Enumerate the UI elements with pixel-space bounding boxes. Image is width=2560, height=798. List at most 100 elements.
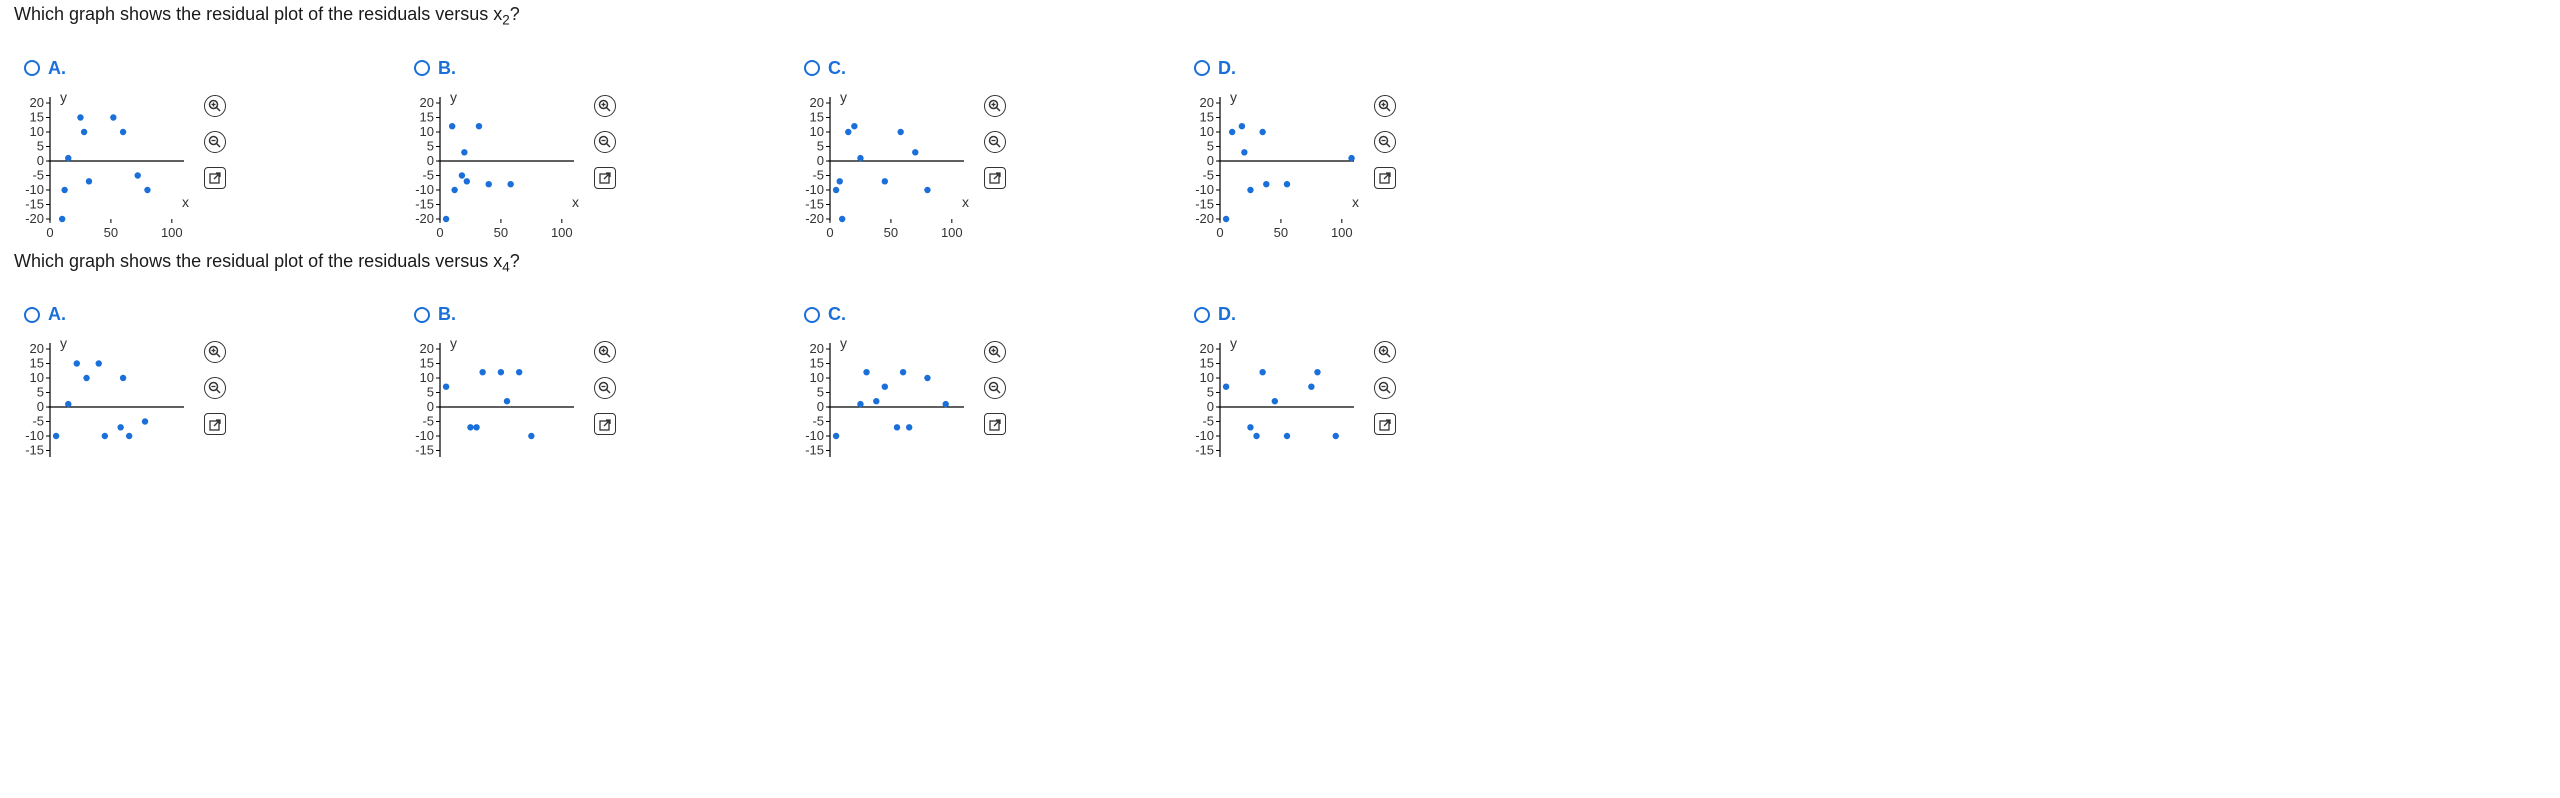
question-block: Which graph shows the residual plot of t… xyxy=(0,0,2560,247)
svg-text:5: 5 xyxy=(1207,385,1214,400)
x-axis-label: x xyxy=(572,194,579,210)
option-label: D. xyxy=(1218,304,1236,325)
open-new-icon[interactable] xyxy=(984,413,1006,435)
svg-text:-15: -15 xyxy=(25,443,44,458)
open-new-icon[interactable] xyxy=(594,413,616,435)
chart-tools xyxy=(594,91,616,189)
option-label: C. xyxy=(828,58,846,79)
zoom-out-icon[interactable] xyxy=(984,377,1006,399)
radio-input[interactable] xyxy=(24,307,40,323)
question-block: Which graph shows the residual plot of t… xyxy=(0,247,2560,458)
chart-container: yx-20-15-10-505101520050100 xyxy=(404,91,584,247)
radio-input[interactable] xyxy=(1194,307,1210,323)
chart-container: y-15-10-505101520 xyxy=(794,337,974,457)
svg-text:15: 15 xyxy=(30,109,44,124)
option-label: A. xyxy=(48,304,66,325)
scatter-chart: -20-15-10-505101520050100 xyxy=(1184,91,1364,247)
option-a: A.y-15-10-505101520 xyxy=(14,304,404,457)
open-new-icon[interactable] xyxy=(594,167,616,189)
svg-text:20: 20 xyxy=(810,95,824,110)
chart-container: y-15-10-505101520 xyxy=(14,337,194,457)
option-c: C.yx-20-15-10-505101520050100 xyxy=(794,58,1184,247)
option-c: C.y-15-10-505101520 xyxy=(794,304,1184,457)
zoom-in-icon[interactable] xyxy=(204,95,226,117)
open-new-icon[interactable] xyxy=(984,167,1006,189)
zoom-in-icon[interactable] xyxy=(594,95,616,117)
y-axis-label: y xyxy=(450,89,457,105)
chart-container: yx-20-15-10-505101520050100 xyxy=(794,91,974,247)
svg-text:-5: -5 xyxy=(422,414,434,429)
x-axis-label: x xyxy=(962,194,969,210)
radio-input[interactable] xyxy=(804,307,820,323)
open-new-icon[interactable] xyxy=(1374,413,1396,435)
radio-input[interactable] xyxy=(804,60,820,76)
svg-text:-10: -10 xyxy=(25,182,44,197)
zoom-in-icon[interactable] xyxy=(1374,341,1396,363)
svg-text:-15: -15 xyxy=(1195,196,1214,211)
svg-text:-5: -5 xyxy=(1202,414,1214,429)
y-axis-label: y xyxy=(60,335,67,351)
zoom-in-icon[interactable] xyxy=(984,95,1006,117)
svg-text:10: 10 xyxy=(420,370,434,385)
chart-tools xyxy=(1374,91,1396,189)
zoom-out-icon[interactable] xyxy=(204,377,226,399)
svg-text:-15: -15 xyxy=(1195,443,1214,458)
radio-input[interactable] xyxy=(414,307,430,323)
scatter-chart: -20-15-10-505101520050100 xyxy=(14,91,194,247)
svg-text:-15: -15 xyxy=(805,196,824,211)
svg-text:5: 5 xyxy=(427,138,434,153)
svg-text:15: 15 xyxy=(1200,109,1214,124)
scatter-chart: -20-15-10-505101520050100 xyxy=(794,91,974,247)
svg-text:-20: -20 xyxy=(25,211,44,226)
y-axis-label: y xyxy=(60,89,67,105)
zoom-out-icon[interactable] xyxy=(204,131,226,153)
option-label: D. xyxy=(1218,58,1236,79)
svg-text:-15: -15 xyxy=(805,443,824,458)
svg-text:50: 50 xyxy=(104,225,118,240)
zoom-out-icon[interactable] xyxy=(1374,377,1396,399)
svg-text:5: 5 xyxy=(427,385,434,400)
x-axis-label: x xyxy=(1352,194,1359,210)
svg-text:20: 20 xyxy=(420,95,434,110)
svg-text:0: 0 xyxy=(436,225,443,240)
chart-container: y-15-10-505101520 xyxy=(1184,337,1364,457)
zoom-in-icon[interactable] xyxy=(204,341,226,363)
open-new-icon[interactable] xyxy=(204,413,226,435)
svg-text:-10: -10 xyxy=(805,182,824,197)
zoom-out-icon[interactable] xyxy=(984,131,1006,153)
svg-text:20: 20 xyxy=(30,341,44,356)
svg-text:0: 0 xyxy=(826,225,833,240)
svg-text:-15: -15 xyxy=(415,196,434,211)
radio-input[interactable] xyxy=(1194,60,1210,76)
chart-tools xyxy=(594,337,616,435)
zoom-in-icon[interactable] xyxy=(1374,95,1396,117)
option-a: A.yx-20-15-10-505101520050100 xyxy=(14,58,404,247)
open-new-icon[interactable] xyxy=(204,167,226,189)
svg-text:-5: -5 xyxy=(32,414,44,429)
radio-input[interactable] xyxy=(414,60,430,76)
chart-tools xyxy=(984,337,1006,435)
option-b: B.yx-20-15-10-505101520050100 xyxy=(404,58,794,247)
svg-text:0: 0 xyxy=(427,153,434,168)
chart-container: y-15-10-505101520 xyxy=(404,337,584,457)
svg-text:10: 10 xyxy=(30,124,44,139)
chart-tools xyxy=(984,91,1006,189)
y-axis-label: y xyxy=(1230,89,1237,105)
zoom-in-icon[interactable] xyxy=(594,341,616,363)
svg-text:15: 15 xyxy=(30,356,44,371)
zoom-out-icon[interactable] xyxy=(594,377,616,399)
zoom-out-icon[interactable] xyxy=(1374,131,1396,153)
option-label: A. xyxy=(48,58,66,79)
open-new-icon[interactable] xyxy=(1374,167,1396,189)
svg-text:-10: -10 xyxy=(415,428,434,443)
scatter-chart: -15-10-505101520 xyxy=(1184,337,1364,457)
options-row: A.yx-20-15-10-505101520050100B.yx-20-15-… xyxy=(14,58,2546,247)
scatter-chart: -15-10-505101520 xyxy=(404,337,584,457)
svg-text:50: 50 xyxy=(884,225,898,240)
zoom-in-icon[interactable] xyxy=(984,341,1006,363)
svg-text:-20: -20 xyxy=(805,211,824,226)
svg-text:5: 5 xyxy=(817,138,824,153)
svg-text:100: 100 xyxy=(551,225,573,240)
radio-input[interactable] xyxy=(24,60,40,76)
zoom-out-icon[interactable] xyxy=(594,131,616,153)
